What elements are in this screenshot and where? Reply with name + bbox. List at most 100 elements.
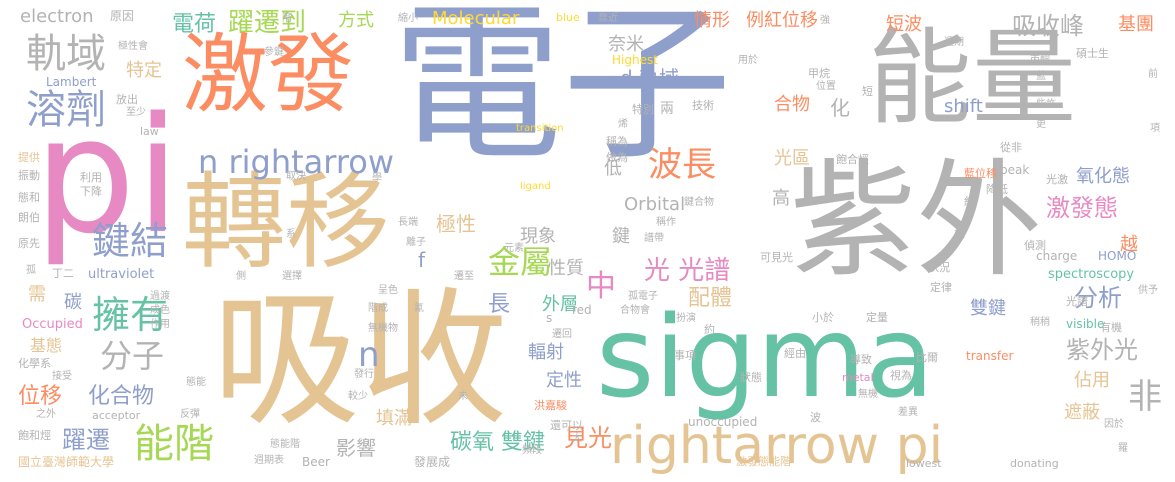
word: 技術 [692,99,714,112]
word: 化 [830,96,850,120]
word: 丙酮 [1030,55,1050,66]
word: 外層 [542,294,578,315]
word: 週期表 [254,455,284,466]
word: 躍遷到 [228,8,307,38]
word: 定律 [930,281,952,294]
word: 合物會 [620,305,650,316]
word: 成色 [150,305,170,316]
word: 譜帶 [644,233,664,244]
word: transition [516,123,564,134]
word: 性質 [548,258,584,279]
word: ultraviolet [88,267,155,282]
word: 能階 [134,421,214,467]
word: 非 [1128,377,1162,417]
word-pi: pi [34,82,181,269]
word: 週期 [944,37,964,48]
word: unoccupied [688,415,758,429]
word: 分子 [100,337,165,375]
word-n-rightarrow: n rightarrow [198,143,395,181]
word-absorb: 吸收 [212,274,508,446]
word: visible [1066,317,1105,331]
word: metal [842,371,874,384]
word: 碳氧 雙鍵 [450,430,545,455]
word: 定性 [546,370,582,391]
word-energy: 能量 [868,17,1077,139]
word: 短波 [886,14,922,35]
word: 長端 [398,217,418,228]
word: 特定 [126,60,162,81]
word: 元素 [504,243,524,254]
word: 溶劑 [26,87,106,133]
word: 原因 [110,9,135,23]
word: 激發態能階 [736,455,791,468]
word: 紅 [964,195,975,208]
word: 鍵結 [92,219,169,263]
word: 合物 [774,94,810,115]
word: Beer [302,455,330,469]
word: spectroscopy [1048,267,1135,282]
word: 系 [286,229,296,240]
word: 越 [1120,234,1138,255]
word: acceptor [92,409,141,422]
word: 導致 [850,353,872,366]
word: 羅 [1118,443,1128,454]
word: 從非 [1000,141,1022,154]
word: 階 [282,13,292,24]
word: 躍遷 [62,426,110,454]
word: 丁二 [52,267,74,280]
word: 端 [954,227,965,240]
word: 擁有 [92,293,169,337]
word: 位置 [816,81,836,92]
word: 取決 [286,171,306,182]
word: 現象 [520,226,556,247]
word: 高 [772,188,790,209]
word: 波 [810,411,821,424]
word: law [140,125,159,138]
word: charge [1036,249,1078,263]
word: 氰 [414,303,424,314]
word: 特別 [632,103,654,116]
word: 化學系 [18,357,51,370]
word: 雙鍵 [970,298,1006,319]
word: 短 [862,85,873,98]
word: 遮蔽 [1064,402,1100,423]
word: 參鍵 [264,47,284,58]
word: 稱作 [656,217,676,228]
word: 用於 [738,55,758,66]
word: electron [20,6,94,27]
word: 選擇 [282,271,302,282]
word: 奈米 [608,34,644,55]
word: 稍稍 [1030,317,1050,328]
word: 填滿 [376,408,412,429]
word-rightarrow-pi: rightarrow pi [610,416,944,476]
word: 鍵 [612,226,630,247]
word: 縮小 [398,13,418,24]
word: 作用 [150,319,170,330]
word: 需 [28,284,46,305]
word: 見光 [564,424,612,452]
word: 影響 [336,436,376,460]
word: 扮演 [676,313,696,324]
word: 吸收峰 [1012,12,1084,40]
word: 態能 [186,377,206,388]
word: 輻射 [528,342,564,363]
word: 較少 [348,391,368,402]
word: 還可以 [550,419,583,432]
word: 中 [586,269,616,304]
word: 接受 [52,371,72,382]
word: 波長 [648,145,716,185]
word: Highest [612,53,658,67]
word: 偵測 [1024,239,1046,252]
word: 極性會 [118,41,148,52]
word: 激發態 [1046,194,1118,222]
word: 洪嘉駿 [534,399,567,412]
word: 放出 [116,93,138,106]
word: 差異 [898,407,918,418]
word: 學 [372,173,382,184]
word: 太 [572,433,582,444]
word: 稱為 [606,135,628,148]
word-excite: 激發 [182,25,354,125]
word: ligand [520,181,551,192]
word: 態能階 [270,439,300,450]
